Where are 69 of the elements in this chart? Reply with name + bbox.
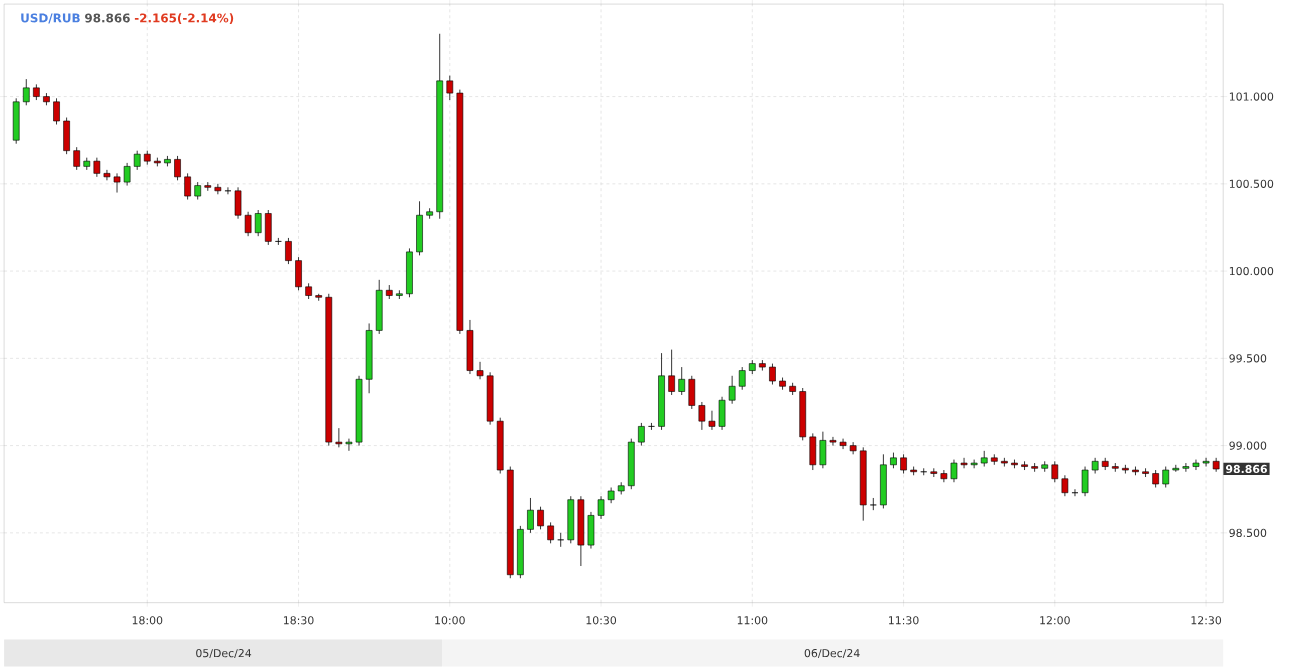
- candlestick: [254, 209, 262, 237]
- candlestick: [769, 363, 776, 386]
- candlestick: [829, 436, 837, 447]
- candlestick: [547, 522, 554, 544]
- text: 98.866: [1225, 465, 1267, 474]
- x-tick-label: 10:00: [435, 616, 465, 625]
- candlestick: [638, 422, 645, 447]
- candlestick: [668, 349, 675, 396]
- candlestick: [285, 237, 292, 265]
- annotation: -2.165(-2.14%): [134, 13, 234, 25]
- x-tick-label: 10:30: [586, 616, 617, 625]
- candlestick: [476, 361, 484, 380]
- x-tick-label: 11:00: [737, 616, 768, 625]
- candlestick: [123, 162, 131, 187]
- candlestick: [678, 366, 686, 396]
- candlestick: [214, 183, 222, 195]
- y-tick-label: 98.500: [1229, 528, 1267, 538]
- candlestick: [960, 457, 968, 469]
- candlestick: [1061, 475, 1069, 497]
- candlestick: [335, 428, 343, 448]
- candlestick: [93, 157, 101, 178]
- candlestick: [900, 454, 907, 475]
- candlestick: [184, 173, 191, 201]
- candlestick: [446, 75, 454, 101]
- candlestick: [940, 469, 948, 483]
- candlestick: [1212, 457, 1220, 473]
- candlestick: [174, 155, 181, 181]
- candlestick: [738, 366, 746, 391]
- candlestick: [849, 441, 857, 455]
- candlestick: [1162, 466, 1170, 489]
- candlestick: [1182, 462, 1190, 473]
- x-tick-label: 12:00: [1040, 616, 1070, 625]
- candlestick: [1202, 457, 1210, 468]
- candlestick: [1091, 457, 1099, 475]
- y-tick-label: 99.000: [1229, 441, 1267, 450]
- candlestick: [970, 459, 978, 469]
- candlestick: [537, 506, 544, 531]
- candlestick: [869, 497, 877, 511]
- candlestick: [607, 487, 615, 504]
- candlestick: [345, 438, 353, 452]
- x-tick-label: 12:30: [1191, 616, 1222, 625]
- x-tick-label: 18:00: [132, 616, 163, 625]
- text: 06/Dec/24: [804, 649, 860, 659]
- candlestick: [527, 497, 534, 534]
- candlestick: [698, 401, 706, 431]
- text: USD/RUB: [21, 13, 80, 24]
- text: 05/Dec/24: [196, 649, 252, 659]
- candlestick: [244, 211, 252, 237]
- candlestick: [103, 169, 111, 181]
- candlestick: [73, 147, 81, 171]
- candlestick: [1192, 459, 1200, 471]
- text: 98.866: [85, 13, 130, 23]
- candlestick: [708, 410, 716, 431]
- candlestick: [133, 150, 141, 171]
- candlestick: [22, 78, 30, 106]
- y-tick-label: 101.000: [1229, 92, 1274, 101]
- x-tick-label: 18:30: [283, 616, 314, 625]
- candlestick: [728, 375, 736, 405]
- candlestick: [1051, 461, 1059, 483]
- x-tick-label: 11:30: [889, 616, 919, 625]
- candlestick: [950, 459, 958, 483]
- candlestick: [113, 173, 121, 194]
- y-tick-label: 100.500: [1229, 179, 1274, 189]
- candlestick: [53, 98, 60, 126]
- candlestick: [597, 496, 605, 520]
- candlestick: [839, 438, 847, 450]
- y-tick-label: 99.500: [1229, 354, 1267, 363]
- y-tick-label: 100.000: [1229, 267, 1274, 276]
- candlestick: [1081, 466, 1089, 497]
